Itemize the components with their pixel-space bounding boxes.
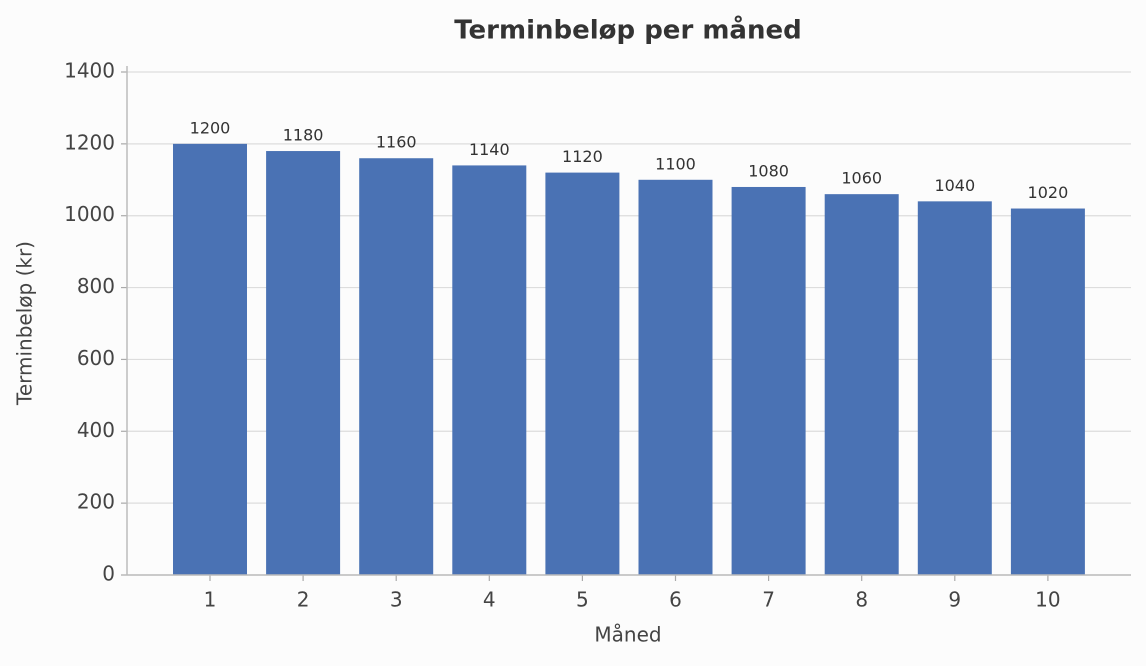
bar xyxy=(824,194,899,575)
x-tick-label: 3 xyxy=(390,588,403,612)
bar xyxy=(173,143,247,575)
y-tick-label: 200 xyxy=(77,490,115,514)
value-label: 1140 xyxy=(469,140,510,159)
value-label: 1040 xyxy=(934,176,975,195)
bar xyxy=(731,186,806,575)
x-tick-label: 1 xyxy=(204,588,217,612)
x-tick-label: 9 xyxy=(948,588,961,612)
x-tick-label: 7 xyxy=(762,588,775,612)
x-tick-label: 10 xyxy=(1035,588,1060,612)
value-label: 1120 xyxy=(562,147,603,166)
bar xyxy=(545,172,620,575)
value-label: 1180 xyxy=(283,126,324,145)
y-tick-label: 1400 xyxy=(64,59,115,83)
y-tick-label: 1200 xyxy=(64,130,115,154)
bar xyxy=(917,201,992,576)
value-label: 1060 xyxy=(841,169,882,188)
bar xyxy=(266,151,341,576)
y-tick-label: 1000 xyxy=(64,202,115,226)
bar xyxy=(638,179,713,576)
x-tick-label: 2 xyxy=(297,588,310,612)
y-tick-label: 0 xyxy=(102,562,115,586)
x-axis-label: Måned xyxy=(594,623,661,647)
chart-title: Terminbeløp per måned xyxy=(454,14,801,46)
y-tick-label: 800 xyxy=(77,274,115,298)
bar xyxy=(452,165,527,575)
value-label: 1160 xyxy=(376,133,417,152)
x-tick-label: 4 xyxy=(483,588,496,612)
x-tick-label: 8 xyxy=(855,588,868,612)
value-label: 1080 xyxy=(748,161,789,180)
x-tick-label: 6 xyxy=(669,588,682,612)
bar xyxy=(1010,208,1085,575)
value-label: 1020 xyxy=(1028,183,1069,202)
value-label: 1200 xyxy=(190,118,231,137)
y-axis-label: Terminbeløp (kr) xyxy=(13,241,37,406)
y-tick-label: 600 xyxy=(77,346,115,370)
x-tick-label: 5 xyxy=(576,588,589,612)
value-label: 1100 xyxy=(655,154,696,173)
bar xyxy=(359,158,434,575)
y-tick-label: 400 xyxy=(77,418,115,442)
